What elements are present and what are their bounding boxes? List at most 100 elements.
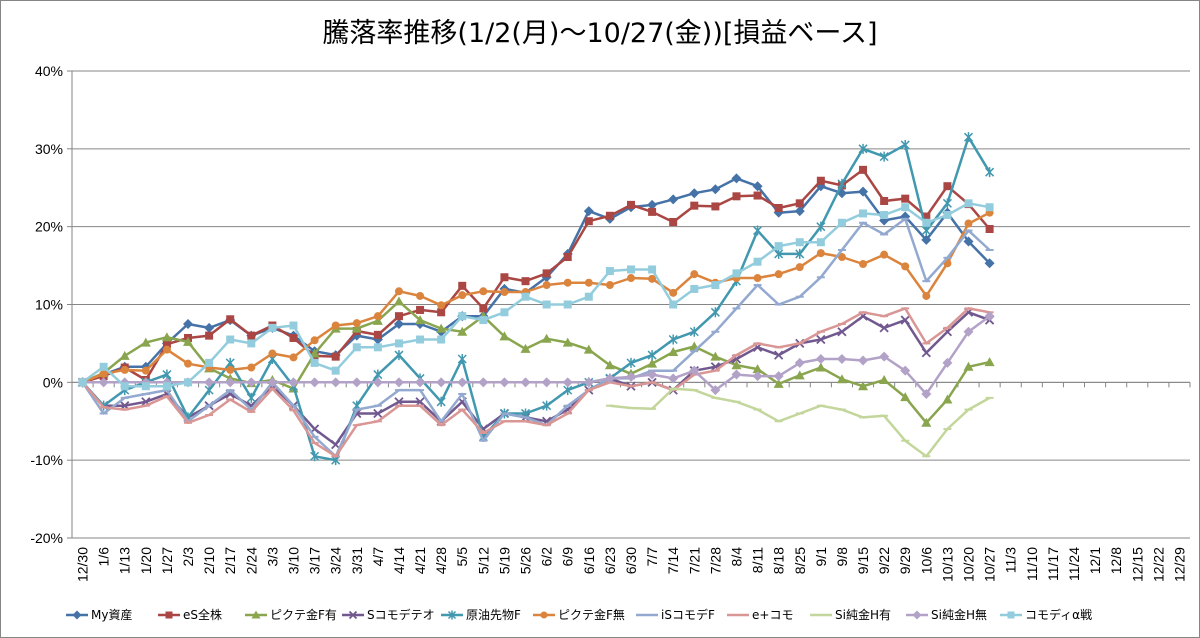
data-point (984, 311, 995, 322)
data-point (837, 218, 846, 227)
x-tick-label: 9/8 (834, 547, 850, 567)
data-point (120, 365, 129, 374)
data-point (922, 212, 931, 221)
legend: My資産 eS全株 ピクテ金F有 Sコモデテオ 原油先物F ピクテ金F無 iSコモデF e+コ… (66, 607, 1092, 622)
data-point (901, 194, 910, 203)
x-tick-label: 7/21 (686, 547, 702, 574)
x-tick-label: 8/11 (750, 547, 766, 573)
data-point (562, 337, 573, 347)
data-point (753, 191, 762, 200)
legend-label: My資産 (91, 607, 132, 622)
data-point (331, 321, 340, 330)
legend-label: コモディα戦 (1025, 607, 1092, 622)
data-point (836, 374, 847, 384)
data-point (836, 353, 847, 364)
data-point (795, 199, 804, 208)
data-point (162, 382, 171, 391)
data-point (351, 377, 362, 388)
data-point (268, 323, 277, 332)
data-point (393, 296, 404, 306)
data-point (458, 312, 467, 321)
series-group (77, 311, 995, 400)
data-point (247, 363, 256, 372)
data-point (732, 192, 741, 201)
series-line (81, 300, 990, 425)
data-point (963, 132, 974, 143)
data-point (352, 343, 361, 352)
legend-item: コモディα戦 (1000, 607, 1092, 622)
data-point (647, 199, 658, 210)
data-point (251, 610, 261, 619)
data-point (394, 339, 403, 348)
data-point (731, 360, 742, 370)
data-point (900, 392, 911, 402)
legend-label: ピクテ金F有 (270, 607, 337, 622)
axes: -20% -10% 0% 10% 20% 30% 40% 12/30 1/6 1/13 1/20 1/… (30, 63, 1191, 582)
data-point (289, 333, 298, 342)
data-point (225, 377, 236, 388)
legend-label: iSコモデF (661, 607, 715, 622)
legend-label: ピクテ金F無 (558, 607, 625, 622)
x-tick-label: 6/16 (581, 547, 597, 574)
data-point (648, 265, 657, 274)
x-tick-label: 12/30 (75, 547, 91, 582)
legend-label: Sコモデテオ (367, 607, 435, 622)
data-point (521, 277, 530, 286)
legend-item: ピクテ金F有 (245, 607, 337, 622)
data-point (436, 377, 447, 388)
data-point (204, 322, 215, 333)
data-point (837, 178, 847, 189)
data-point (900, 365, 911, 376)
data-point (605, 281, 614, 290)
legend-label: eS全株 (183, 607, 222, 622)
y-tick-label: -10% (30, 452, 63, 468)
data-point (563, 278, 572, 287)
data-point (753, 225, 763, 236)
x-tick-label: 1/20 (138, 547, 154, 574)
data-point (373, 408, 383, 419)
data-point (499, 377, 510, 388)
data-point (858, 381, 869, 391)
x-tick-label: 2/24 (243, 547, 259, 574)
x-tick-label: 10/27 (982, 547, 998, 582)
x-tick-label: 2/17 (222, 547, 238, 574)
data-point (437, 308, 446, 317)
data-point (912, 610, 922, 620)
data-point (540, 611, 548, 619)
data-point (795, 248, 805, 259)
data-point (837, 327, 847, 337)
x-tick-label: 10/13 (939, 547, 955, 582)
data-point (774, 270, 783, 279)
data-point (98, 377, 109, 388)
data-point (627, 200, 635, 209)
x-tick-label: 4/14 (391, 547, 407, 574)
data-point (879, 151, 889, 162)
data-point (373, 343, 382, 352)
series-group (78, 217, 994, 458)
data-point (499, 331, 510, 341)
x-tick-label: 5/12 (475, 547, 491, 574)
x-tick-label: 3/31 (349, 547, 365, 574)
data-point (373, 330, 382, 339)
data-point (583, 377, 594, 388)
data-point (246, 392, 256, 403)
data-point (880, 196, 889, 205)
legend-item: Si純金H無 (906, 607, 987, 622)
data-point (647, 358, 658, 368)
data-point (416, 291, 425, 300)
x-tick-label: 11/3 (1003, 547, 1019, 573)
data-point (815, 362, 826, 372)
data-point (984, 357, 995, 367)
data-point (753, 257, 762, 266)
data-point (583, 206, 594, 217)
x-tick-label: 8/18 (771, 547, 787, 574)
data-point (816, 176, 825, 185)
data-point (348, 610, 358, 620)
data-point (520, 377, 531, 388)
data-point (331, 352, 340, 361)
x-tick-label: 6/9 (560, 547, 576, 567)
x-tick-label: 5/5 (454, 547, 470, 567)
data-point (393, 318, 404, 329)
data-point (457, 377, 468, 388)
data-point (226, 335, 235, 344)
